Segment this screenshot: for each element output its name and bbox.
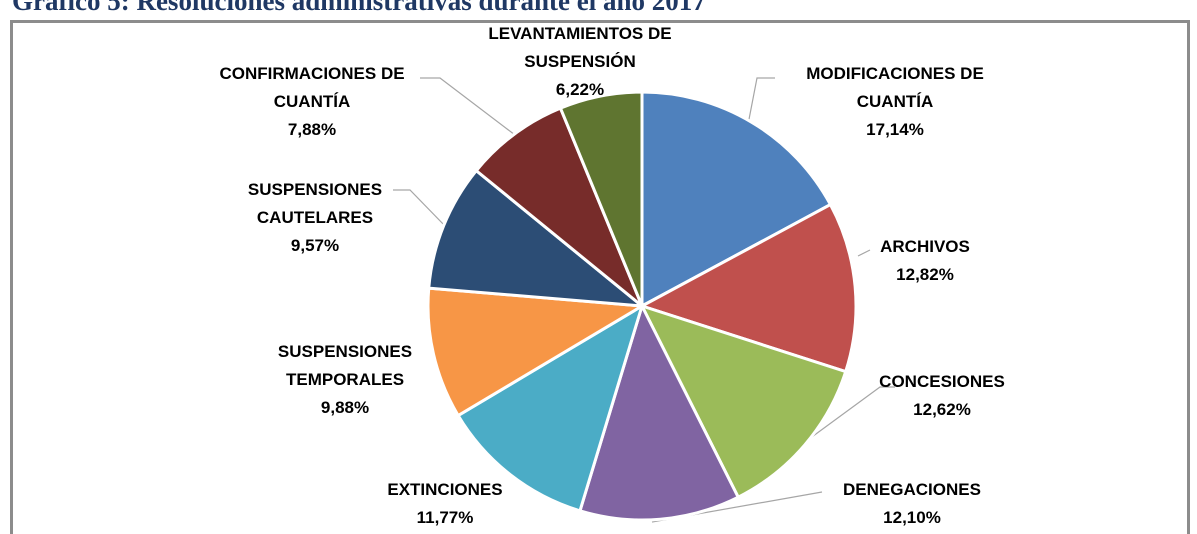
chart-title: Gráfico 5: Resoluciones administrativas … xyxy=(12,0,706,16)
pie-slice xyxy=(578,301,741,522)
slice-label: SUSPENSIONES CAUTELARES 9,57% xyxy=(230,176,400,260)
value-label: 9,88% xyxy=(320,398,370,417)
slice-label: LEVANTAMIENTOS DE SUSPENSIÓN 6,22% xyxy=(450,20,710,104)
value-label: 6,22% xyxy=(555,80,605,99)
slice-label: SUSPENSIONES TEMPORALES 9,88% xyxy=(260,338,430,422)
value-label: 9,57% xyxy=(290,236,340,255)
category-label: ARCHIVOS xyxy=(880,237,970,256)
chart-frame xyxy=(10,20,1190,534)
slice-label: CONFIRMACIONES DE CUANTÍA 7,88% xyxy=(192,60,432,144)
pie-slice xyxy=(639,303,848,500)
value-label: 11,77% xyxy=(416,508,474,527)
category-label: DENEGACIONES xyxy=(843,480,981,499)
leader-line xyxy=(804,386,895,443)
slice-label: ARCHIVOS 12,82% xyxy=(855,233,995,289)
category-label: EXTINCIONES xyxy=(387,480,503,499)
pie-slice xyxy=(427,168,647,308)
leader-line xyxy=(393,189,448,229)
pie-slice xyxy=(426,286,647,418)
leader-line xyxy=(857,249,871,257)
category-label: MODIFICACIONES DE CUANTÍA xyxy=(806,64,984,111)
value-label: 7,88% xyxy=(287,120,337,139)
category-label: CONCESIONES xyxy=(879,372,1005,391)
category-label: SUSPENSIONES CAUTELARES xyxy=(247,180,383,227)
value-label: 12,62% xyxy=(913,400,971,419)
slice-label: DENEGACIONES 12,10% xyxy=(822,476,1002,532)
category-label: SUSPENSIONES TEMPORALES xyxy=(277,342,413,389)
value-label: 12,82% xyxy=(896,265,954,284)
value-label: 17,14% xyxy=(866,120,924,139)
slice-label: CONCESIONES 12,62% xyxy=(862,368,1022,424)
value-label: 12,10% xyxy=(883,508,941,527)
pie-slice xyxy=(474,106,644,308)
leader-line xyxy=(420,77,516,136)
category-label: LEVANTAMIENTOS DE SUSPENSIÓN xyxy=(488,24,672,71)
slice-label: EXTINCIONES 11,77% xyxy=(365,476,525,532)
slice-label: MODIFICACIONES DE CUANTÍA 17,14% xyxy=(775,60,1015,144)
pie-slice xyxy=(640,90,833,309)
pie-slice xyxy=(638,202,858,374)
pie-slice xyxy=(456,302,645,513)
category-label: CONFIRMACIONES DE CUANTÍA xyxy=(219,64,405,111)
pie-slice xyxy=(558,90,644,307)
